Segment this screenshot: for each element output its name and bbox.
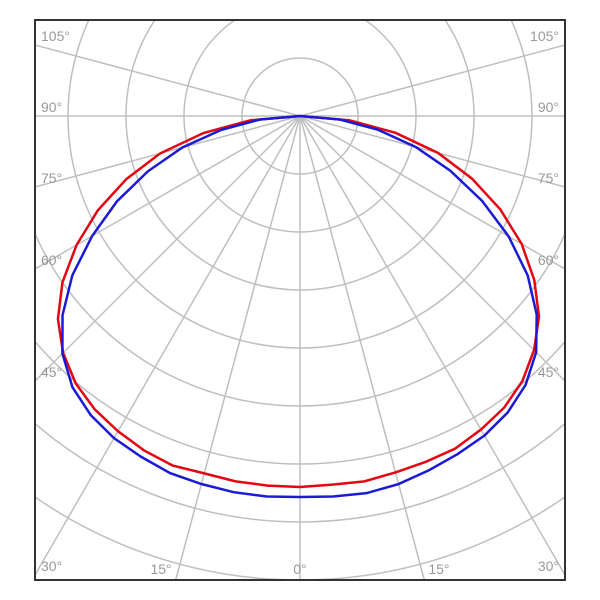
label-bottom: 15° (428, 561, 449, 577)
label-right: 30° (538, 558, 559, 574)
label-left: 60° (41, 252, 62, 268)
label-bottom: 15° (150, 561, 171, 577)
label-left: 30° (41, 558, 62, 574)
label-left: 75° (41, 170, 62, 186)
polar-svg: 105° 90° 75° 60° 45° 30° 105° 90° 75° 60° 45° 30° 15… (0, 0, 600, 600)
label-right: 45° (538, 364, 559, 380)
label-bottom: 0° (293, 561, 306, 577)
label-left: 90° (41, 99, 62, 115)
label-right: 105° (530, 28, 559, 44)
label-left: 45° (41, 364, 62, 380)
label-left: 105° (41, 28, 70, 44)
label-right: 60° (538, 252, 559, 268)
label-right: 75° (538, 170, 559, 186)
polar-chart: 105° 90° 75° 60° 45° 30° 105° 90° 75° 60° 45° 30° 15… (0, 0, 600, 600)
label-right: 90° (538, 99, 559, 115)
